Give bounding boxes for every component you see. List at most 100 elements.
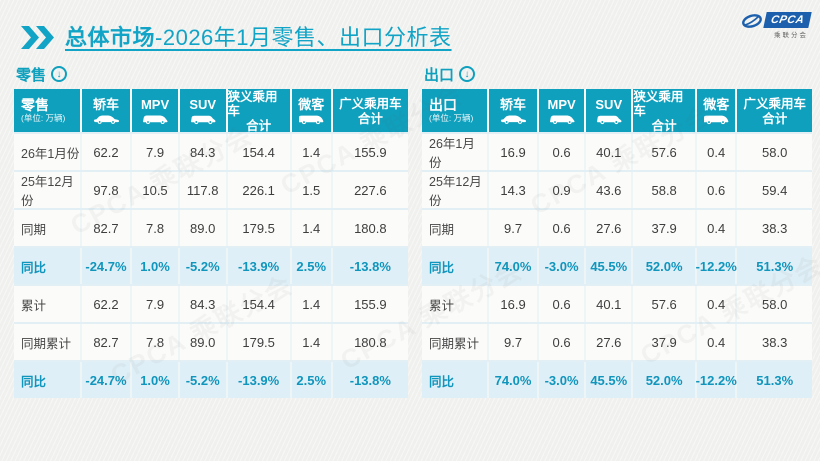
column-header-cell: SUV bbox=[179, 89, 228, 132]
export-section-head: 出口 ↓ bbox=[424, 62, 812, 86]
mpv-icon bbox=[547, 113, 577, 125]
table-row: 同期 82.7 7.8 89.0 179.5 1.4 180.8 bbox=[14, 210, 408, 246]
value-cell: 2.5% bbox=[292, 248, 333, 284]
row-label-cell: 同期累计 bbox=[14, 324, 82, 360]
value-cell: 40.1 bbox=[586, 134, 634, 170]
table-corner-label: 出口 bbox=[429, 97, 457, 114]
value-cell: 0.4 bbox=[697, 210, 738, 246]
value-cell: 2.5% bbox=[292, 362, 333, 398]
value-cell: 1.4 bbox=[292, 210, 333, 246]
value-cell: 9.7 bbox=[489, 324, 539, 360]
column-label: SUV bbox=[595, 96, 623, 112]
table-row: 同期累计 82.7 7.8 89.0 179.5 1.4 180.8 bbox=[14, 324, 408, 360]
table-row: 累计 62.2 7.9 84.3 154.4 1.4 155.9 bbox=[14, 286, 408, 322]
value-cell: 0.4 bbox=[697, 324, 738, 360]
value-cell: -5.2% bbox=[180, 248, 228, 284]
value-cell: 0.9 bbox=[539, 172, 587, 208]
value-cell: -3.0% bbox=[539, 248, 587, 284]
value-cell: 62.2 bbox=[82, 286, 133, 322]
value-cell: 84.3 bbox=[180, 286, 228, 322]
value-cell: 58.8 bbox=[633, 172, 697, 208]
row-label-cell: 25年12月份 bbox=[422, 172, 490, 208]
table-row: 25年12月份 97.8 10.5 117.8 226.1 1.5 227.6 bbox=[14, 172, 408, 208]
table-row: 累计 16.9 0.6 40.1 57.6 0.4 58.0 bbox=[422, 286, 812, 322]
value-cell: 57.6 bbox=[633, 286, 697, 322]
value-cell: 37.9 bbox=[633, 324, 697, 360]
column-label: MPV bbox=[140, 96, 170, 112]
value-cell: 45.5% bbox=[586, 248, 634, 284]
value-cell: 57.6 bbox=[633, 134, 697, 170]
column-header-cell: SUV bbox=[586, 89, 634, 132]
row-label-cell: 26年1月份 bbox=[14, 134, 82, 170]
value-cell: 40.1 bbox=[586, 286, 634, 322]
value-cell: 27.6 bbox=[586, 210, 634, 246]
circle-down-arrow-icon: ↓ bbox=[459, 66, 476, 82]
value-cell: 59.4 bbox=[762, 182, 788, 198]
export-panel: 出口 ↓ 出口 (单位: 万辆) 轿车 MPV SUV 狭义乘用车 合计 微客 广义乘用车 合计 2… bbox=[422, 62, 812, 398]
table-row: 同比 74.0% -3.0% 45.5% 52.0% -12.2% 51.3% bbox=[422, 248, 812, 284]
title-bar: 总体市场-2026年1月零售、出口分析表 CPCA 乘联分会 bbox=[0, 0, 820, 56]
table-row: 25年12月份 14.3 0.9 43.6 58.8 0.6 59.4 bbox=[422, 172, 812, 208]
value-cell: 227.6 bbox=[354, 182, 387, 198]
table-row: 同期累计 9.7 0.6 27.6 37.9 0.4 38.3 bbox=[422, 324, 812, 360]
corner-cell: 零售 (单位: 万辆) bbox=[14, 89, 82, 132]
circle-down-arrow-icon: ↓ bbox=[51, 66, 68, 82]
value-cell: 7.9 bbox=[132, 286, 180, 322]
column-label: SUV bbox=[189, 96, 217, 112]
row-label-cell: 25年12月份 bbox=[14, 172, 82, 208]
value-cell: 0.6 bbox=[539, 134, 587, 170]
retail-section-head: 零售 ↓ bbox=[16, 62, 408, 86]
value-cell: 45.5% bbox=[586, 362, 634, 398]
table-header-row: 零售 (单位: 万辆) 轿车 MPV SUV 狭义乘用车 合计 微客 广义乘用车 合计 bbox=[14, 89, 408, 133]
row-label-cell: 累计 bbox=[422, 286, 490, 322]
table-header-row: 出口 (单位: 万辆) 轿车 MPV SUV 狭义乘用车 合计 微客 广义乘用车 合计 bbox=[422, 89, 812, 133]
page-title-rest: -2026年1月零售、出口分析表 bbox=[155, 25, 452, 50]
value-cell: 62.2 bbox=[82, 134, 133, 170]
value-cell: 1.4 bbox=[292, 286, 333, 322]
column-sublabel: 合计 bbox=[357, 112, 383, 126]
sedan-icon bbox=[498, 113, 528, 125]
page-title-bold: 总体市场 bbox=[65, 25, 156, 50]
value-cell: 1.0% bbox=[132, 362, 180, 398]
value-cell: 14.3 bbox=[489, 172, 539, 208]
value-cell: 16.9 bbox=[489, 286, 539, 322]
value-cell: 0.6 bbox=[539, 286, 587, 322]
value-cell: 84.3 bbox=[180, 134, 228, 170]
value-cell: -13.9% bbox=[228, 248, 292, 284]
value-cell: 180.8 bbox=[354, 220, 387, 236]
value-cell: 37.9 bbox=[633, 210, 697, 246]
value-cell: 179.5 bbox=[228, 324, 292, 360]
value-cell: -5.2% bbox=[180, 362, 228, 398]
cpca-logo: CPCA 乘联分会 bbox=[741, 12, 812, 39]
mpv-icon bbox=[140, 113, 170, 125]
column-header-cell: 微客 bbox=[291, 89, 333, 132]
value-cell: -24.7% bbox=[82, 362, 133, 398]
value-cell: 58.0 bbox=[762, 144, 788, 160]
table-row: 26年1月份 62.2 7.9 84.3 154.4 1.4 155.9 bbox=[14, 134, 408, 170]
unit-note: (单位: 万辆) bbox=[429, 113, 474, 124]
column-header-cell: 狭义乘用车 合计 bbox=[633, 89, 697, 133]
table-row: 同比 74.0% -3.0% 45.5% 52.0% -12.2% 51.3% bbox=[422, 362, 812, 398]
column-label: 广义乘用车 bbox=[339, 97, 402, 111]
value-cell: 9.7 bbox=[489, 210, 539, 246]
value-cell: 51.3% bbox=[756, 372, 794, 388]
page-title: 总体市场-2026年1月零售、出口分析表 bbox=[65, 20, 452, 52]
value-cell: -12.2% bbox=[696, 362, 738, 398]
value-cell: 179.5 bbox=[228, 210, 292, 246]
section-label: 出口 bbox=[424, 66, 455, 84]
column-header-cell: 广义乘用车 合计 bbox=[332, 89, 408, 132]
value-cell: 154.4 bbox=[228, 134, 292, 170]
value-cell: 51.3% bbox=[756, 258, 794, 274]
retail-table: 零售 (单位: 万辆) 轿车 MPV SUV 狭义乘用车 合计 微客 广义乘用车 合计 26年1月份… bbox=[14, 89, 408, 398]
column-label: 轿车 bbox=[500, 96, 527, 112]
value-cell: 43.6 bbox=[586, 172, 634, 208]
value-cell: 16.9 bbox=[489, 134, 539, 170]
column-sublabel: 合计 bbox=[762, 112, 788, 126]
column-label: 狭义乘用车 bbox=[633, 90, 684, 118]
table-row: 26年1月份 16.9 0.6 40.1 57.6 0.4 58.0 bbox=[422, 134, 812, 170]
column-header-cell: MPV bbox=[132, 89, 180, 132]
value-cell: 1.4 bbox=[292, 134, 333, 170]
value-cell: 89.0 bbox=[180, 324, 228, 360]
value-cell: 154.4 bbox=[228, 286, 292, 322]
